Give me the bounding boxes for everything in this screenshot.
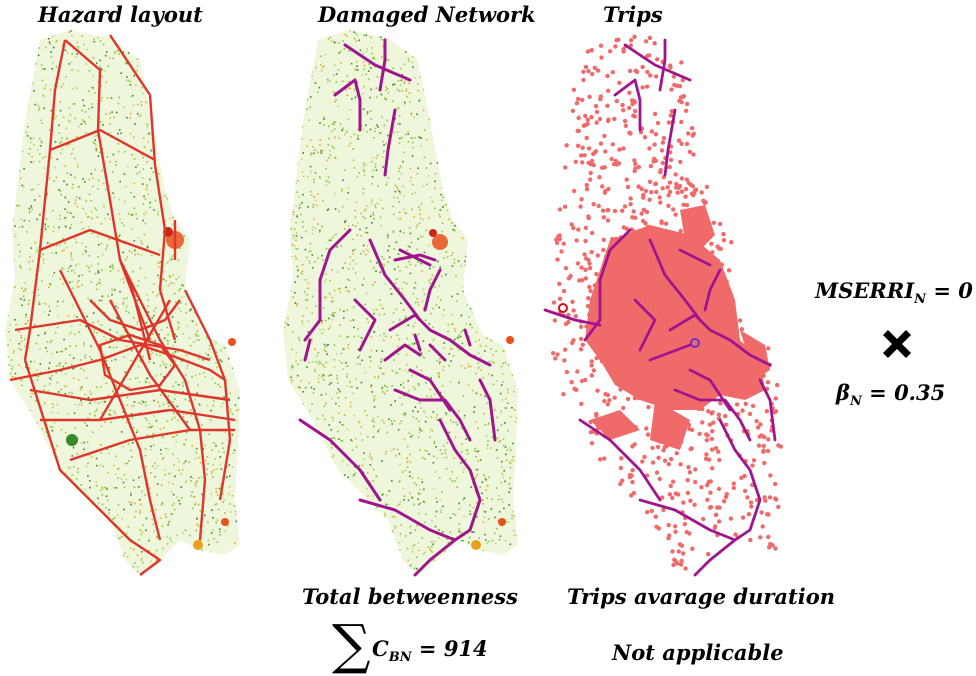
trip-markers xyxy=(558,303,700,348)
betweenness-value: = 914 xyxy=(418,636,488,661)
betweenness-formula: CBN = 914 xyxy=(372,636,488,665)
damaged-road-segments xyxy=(298,38,497,577)
mserri-symbol: MSERRI xyxy=(815,278,915,303)
duration-value: Not applicable xyxy=(612,640,784,665)
trips-map xyxy=(543,34,783,577)
multiply-icon xyxy=(883,330,911,358)
beta-symbol: β xyxy=(836,380,850,405)
beta-value: = 0.35 xyxy=(869,380,946,405)
betweenness-symbol: C xyxy=(372,636,389,661)
mserri-value: = 0 xyxy=(933,278,973,303)
hazard-map xyxy=(5,30,240,576)
sum-symbol: ∑ xyxy=(332,613,371,676)
betweenness-subscript: BN xyxy=(388,650,412,665)
mserri-subscript: N xyxy=(914,292,927,307)
panel-title-damaged: Damaged Network xyxy=(318,2,536,27)
duration-label: Trips avarage duration xyxy=(567,584,835,609)
betweenness-label: Total betweenness xyxy=(302,584,518,609)
beta-subscript: N xyxy=(849,394,862,409)
panel-title-trips: Trips xyxy=(603,2,663,27)
mserri-formula: MSERRIN = 0 xyxy=(815,278,973,307)
beta-formula: βN = 0.35 xyxy=(836,380,945,409)
trip-route-segments xyxy=(543,38,777,577)
damaged-network-map xyxy=(283,30,518,577)
panel-title-hazard: Hazard layout xyxy=(38,2,203,27)
hazard-hotspots xyxy=(429,229,514,550)
road-network xyxy=(9,34,236,576)
